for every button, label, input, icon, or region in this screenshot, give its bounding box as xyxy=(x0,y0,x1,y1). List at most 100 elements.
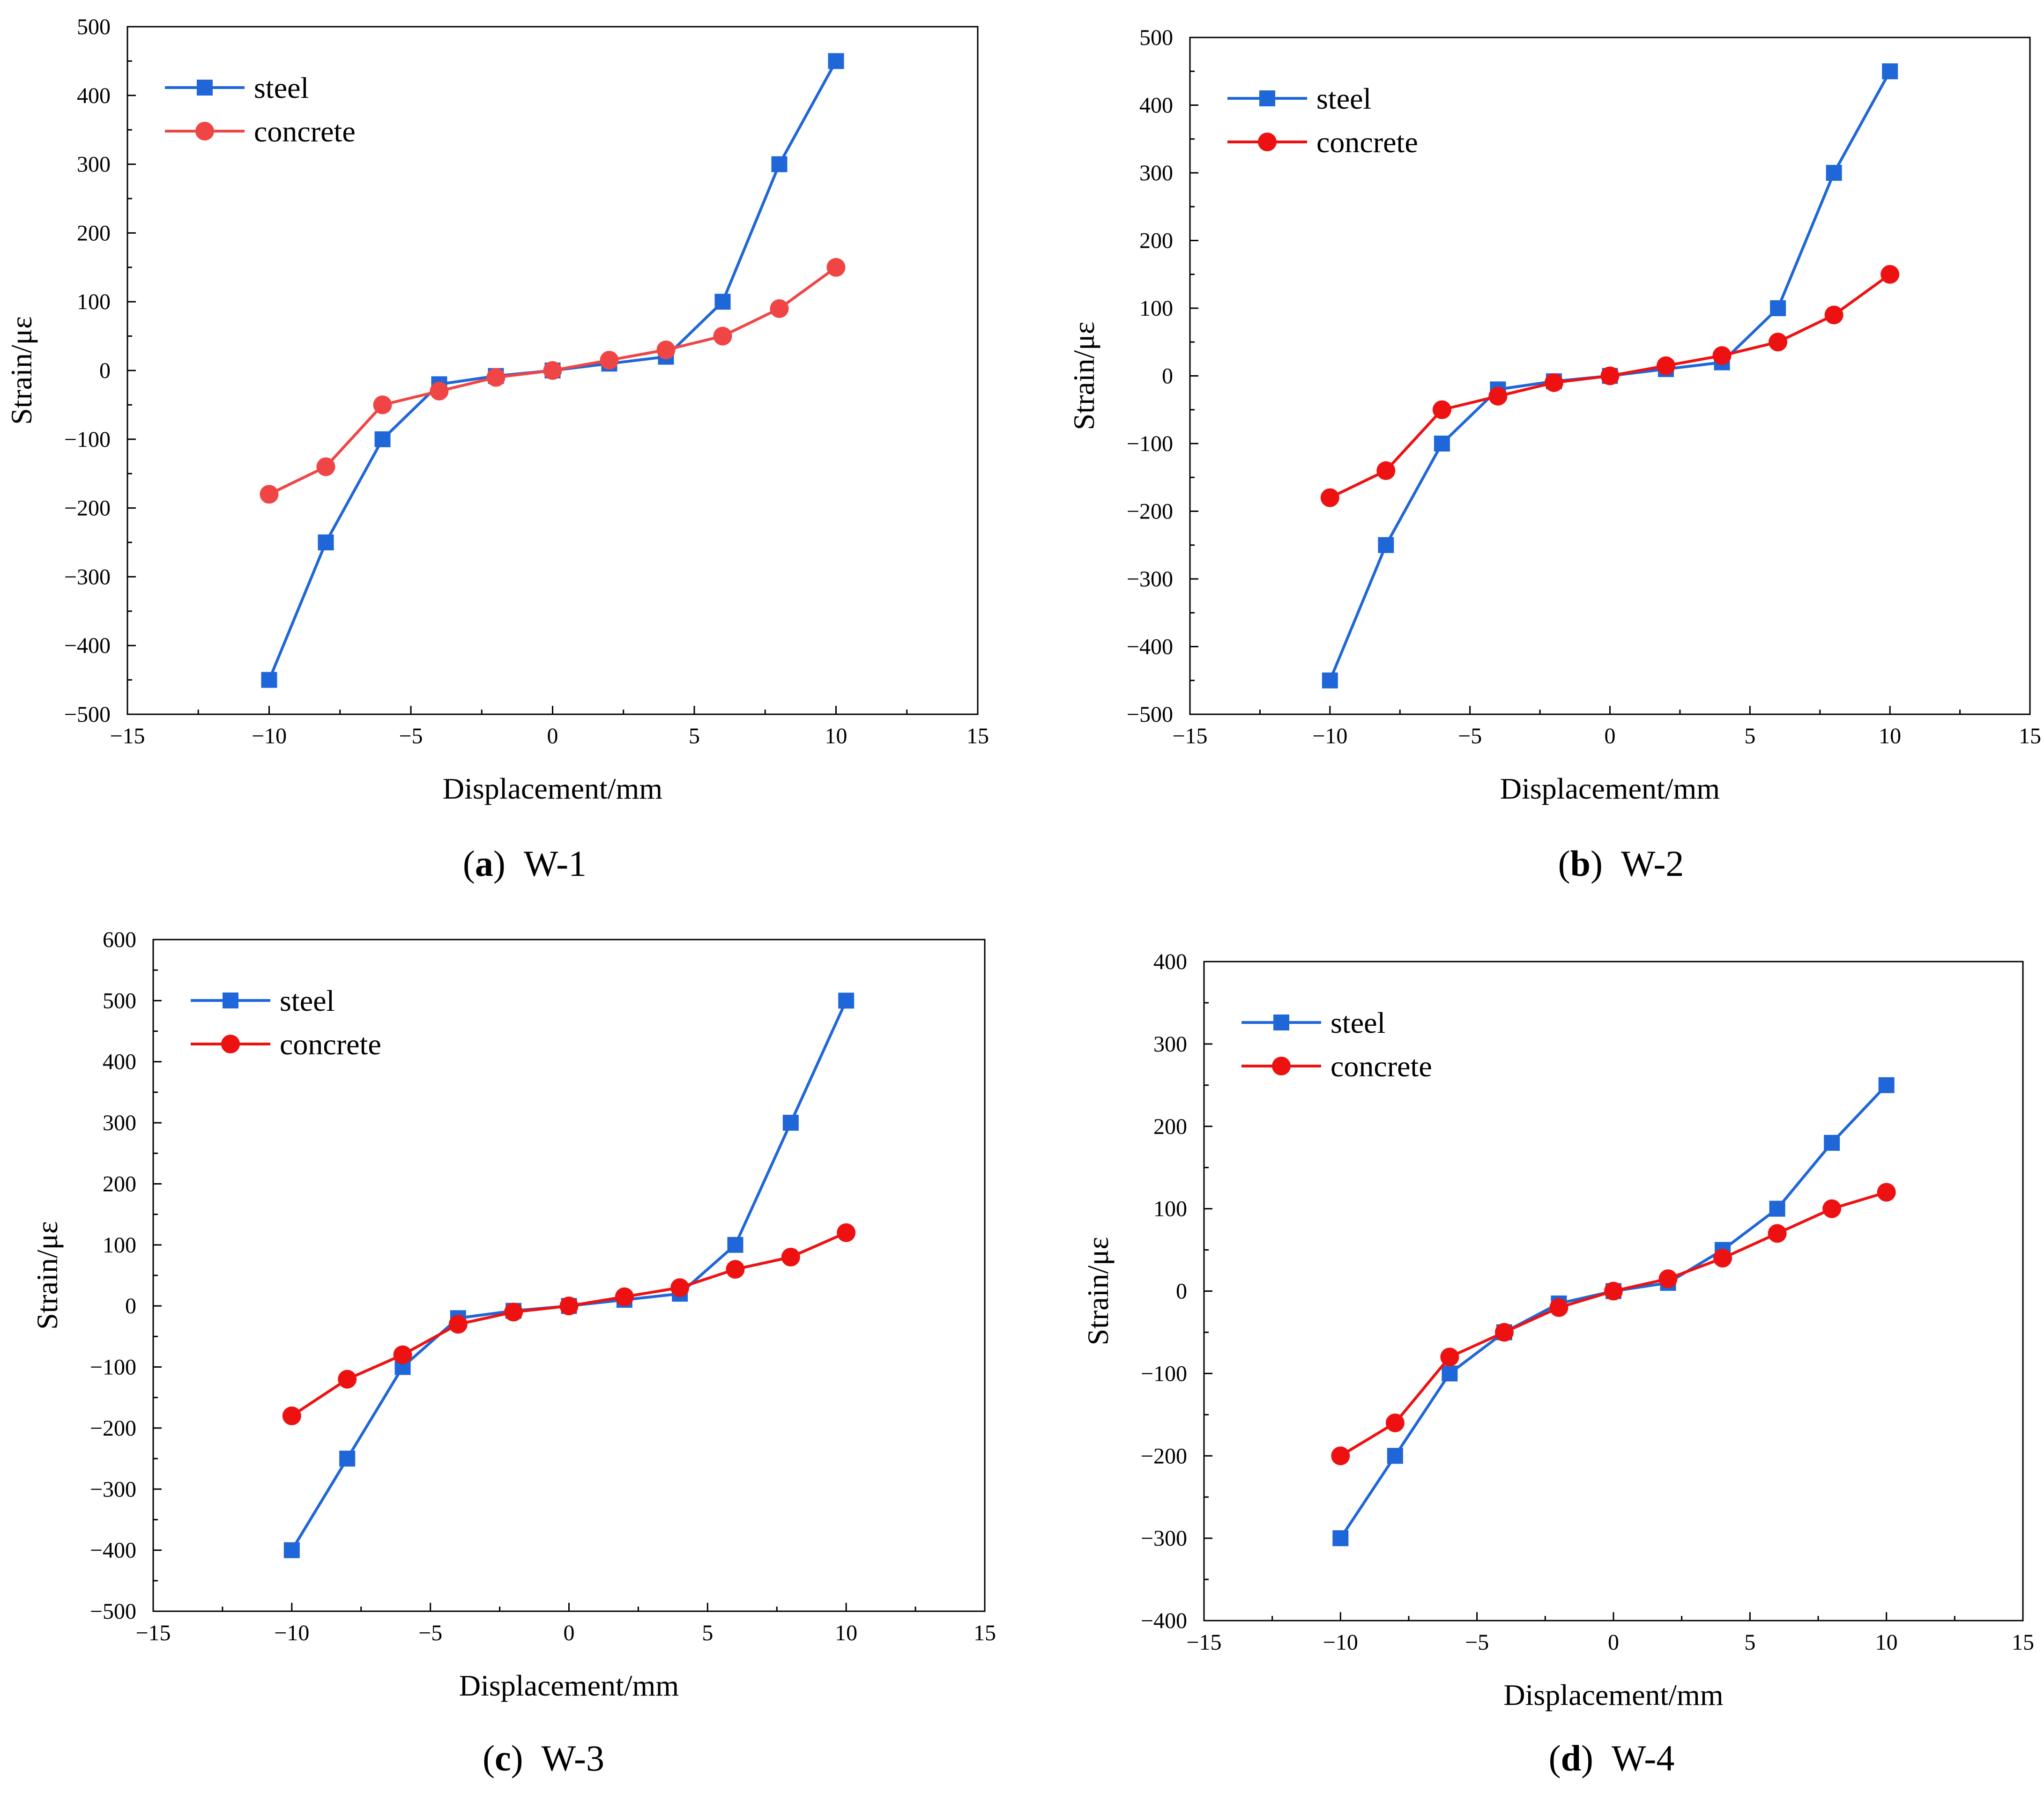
chart-2-point-concrete xyxy=(448,1315,468,1334)
chart-1-point-concrete xyxy=(1544,373,1563,392)
chart-3-y-axis-title: Strain/με xyxy=(1081,1237,1115,1346)
chart-1-x-tick-label: 0 xyxy=(1605,724,1616,748)
chart-0-point-steel xyxy=(318,534,334,550)
chart-1-y-tick-label: −400 xyxy=(1127,635,1173,659)
chart-2-y-tick-label: 600 xyxy=(103,927,136,952)
chart-1-y-tick-label: 100 xyxy=(1139,296,1173,321)
chart-2: −15 −10 −5 0 5 10 15 −500 −400 −300 −200 −100 0 100 20… xyxy=(30,927,996,1778)
chart-1-point-concrete xyxy=(1824,305,1843,325)
chart-2-legend-label-steel: steel xyxy=(280,984,334,1017)
chart-2-x-tick-label: −15 xyxy=(135,1621,171,1645)
chart-0-y-tick-label: 500 xyxy=(77,15,111,39)
chart-3-point-concrete xyxy=(1331,1446,1350,1466)
chart-2-series-line-steel xyxy=(290,1000,847,1551)
chart-3-series-line-steel xyxy=(1339,1084,1888,1539)
chart-1-y-tick-label: 300 xyxy=(1139,161,1173,185)
chart-0-x-tick-label: 10 xyxy=(825,724,847,748)
chart-2-x-tick-label: 5 xyxy=(702,1621,713,1645)
chart-1-x-tick-label: −15 xyxy=(1172,724,1207,748)
chart-0-x-axis-title: Displacement/mm xyxy=(443,772,662,805)
chart-3-legend-label-concrete: concrete xyxy=(1330,1050,1432,1083)
chart-1-point-steel xyxy=(1826,165,1842,181)
chart-0-x-tick-label: −5 xyxy=(399,724,423,748)
chart-2-y-tick-label: 400 xyxy=(103,1050,136,1074)
chart-3-point-concrete xyxy=(1385,1413,1405,1432)
chart-1-x-tick-label: −10 xyxy=(1312,724,1347,748)
chart-1-legend-label-concrete: concrete xyxy=(1316,126,1418,159)
chart-3-point-concrete xyxy=(1604,1281,1623,1301)
chart-2-legend-marker-steel xyxy=(223,993,238,1008)
chart-3-legend-label-steel: steel xyxy=(1330,1006,1385,1039)
chart-1-caption: (b) W-2 xyxy=(1558,843,1684,884)
chart-2-point-concrete xyxy=(393,1345,412,1364)
chart-2-y-tick-label: 100 xyxy=(103,1233,136,1258)
chart-0-x-tick-label: −10 xyxy=(252,724,287,748)
chart-0-x-tick-label: 15 xyxy=(966,724,989,748)
chart-2-x-tick-label: 0 xyxy=(564,1621,575,1645)
chart-1-y-tick-label: −300 xyxy=(1127,567,1173,592)
chart-2-plot-frame xyxy=(152,939,986,1612)
chart-1-point-concrete xyxy=(1712,346,1732,365)
chart-1-y-tick-label: −500 xyxy=(1127,702,1173,727)
chart-3-point-concrete xyxy=(1658,1269,1678,1289)
chart-2-x-tick-label: 15 xyxy=(974,1621,996,1645)
chart-2-legend-label-concrete: concrete xyxy=(280,1028,381,1061)
chart-2-point-concrete xyxy=(282,1406,301,1425)
chart-3-x-tick-label: 0 xyxy=(1608,1630,1619,1655)
chart-2-point-concrete xyxy=(504,1303,523,1322)
chart-3-point-concrete xyxy=(1877,1183,1896,1202)
chart-0-y-axis-title: Strain/με xyxy=(5,316,38,425)
chart-0-legend-label-steel: steel xyxy=(254,71,309,104)
chart-2-y-tick-label: 500 xyxy=(103,988,136,1013)
chart-1-y-tick-label: 0 xyxy=(1162,364,1173,389)
chart-3-legend-marker-steel xyxy=(1273,1015,1289,1030)
chart-2-x-tick-label: −10 xyxy=(274,1621,309,1645)
chart-2-point-concrete xyxy=(781,1247,800,1267)
chart-3-point-steel xyxy=(1332,1530,1349,1547)
chart-1-x-tick-label: 15 xyxy=(2019,724,2041,748)
chart-2-point-steel xyxy=(283,1542,300,1558)
chart-0-series-line-concrete xyxy=(268,266,837,496)
chart-2-point-steel xyxy=(339,1451,356,1467)
chart-1-point-steel xyxy=(1322,672,1338,689)
chart-2-point-steel xyxy=(727,1237,743,1253)
chart-3-y-tick-label: −200 xyxy=(1141,1444,1187,1468)
chart-1-y-tick-label: −100 xyxy=(1127,431,1173,456)
chart-3-point-steel xyxy=(1442,1365,1458,1382)
chart-3-y-tick-label: 300 xyxy=(1153,1032,1187,1057)
chart-0-point-steel xyxy=(374,431,391,447)
chart-1-series-line-concrete xyxy=(1329,273,1891,499)
chart-1-point-steel xyxy=(1434,436,1450,452)
chart-0-point-concrete xyxy=(373,395,392,415)
chart-2-point-concrete xyxy=(670,1278,690,1297)
chart-0-point-concrete xyxy=(316,457,335,476)
chart-0-point-steel xyxy=(714,294,731,310)
chart-1-point-steel xyxy=(1378,537,1394,553)
chart-1-legend-label-steel: steel xyxy=(1316,82,1371,115)
chart-3: −15 −10 −5 0 5 10 15 −400 −300 −200 −100 0 100 200 300… xyxy=(1081,949,2034,1778)
chart-1-y-axis-title: Strain/με xyxy=(1067,322,1100,430)
chart-3-y-tick-label: 100 xyxy=(1153,1197,1187,1222)
chart-0-point-concrete xyxy=(713,326,732,346)
chart-2-y-tick-label: −300 xyxy=(90,1477,136,1502)
chart-1-y-tick-label: 500 xyxy=(1139,25,1173,50)
chart-0-point-concrete xyxy=(770,299,789,318)
chart-3-caption: (d) W-4 xyxy=(1549,1738,1675,1778)
chart-3-x-tick-label: −15 xyxy=(1186,1630,1221,1655)
chart-1: −15 −10 −5 0 5 10 15 −500 −400 −300 −200 −100 0 100 20… xyxy=(1067,25,2041,884)
chart-3-legend-marker-concrete xyxy=(1272,1057,1291,1075)
chart-0-point-concrete xyxy=(486,368,505,387)
chart-1-point-concrete xyxy=(1657,356,1676,375)
chart-3-point-concrete xyxy=(1440,1348,1459,1367)
chart-2-point-concrete xyxy=(615,1287,634,1306)
chart-3-x-tick-label: 5 xyxy=(1744,1630,1755,1655)
chart-2-x-axis-title: Displacement/mm xyxy=(459,1669,679,1702)
chart-0-point-steel xyxy=(771,156,788,172)
chart-1-y-tick-label: −200 xyxy=(1127,499,1173,524)
chart-0-legend-marker-concrete xyxy=(195,122,214,141)
chart-3-x-tick-label: −10 xyxy=(1323,1630,1358,1655)
chart-3-y-tick-label: −300 xyxy=(1141,1526,1187,1551)
chart-0-point-concrete xyxy=(543,361,562,380)
chart-0: −15 −10 −5 0 5 10 15 −500 −400 −300 −200 −100 0 100 20… xyxy=(5,15,989,884)
chart-0-y-tick-label: 0 xyxy=(99,358,111,383)
